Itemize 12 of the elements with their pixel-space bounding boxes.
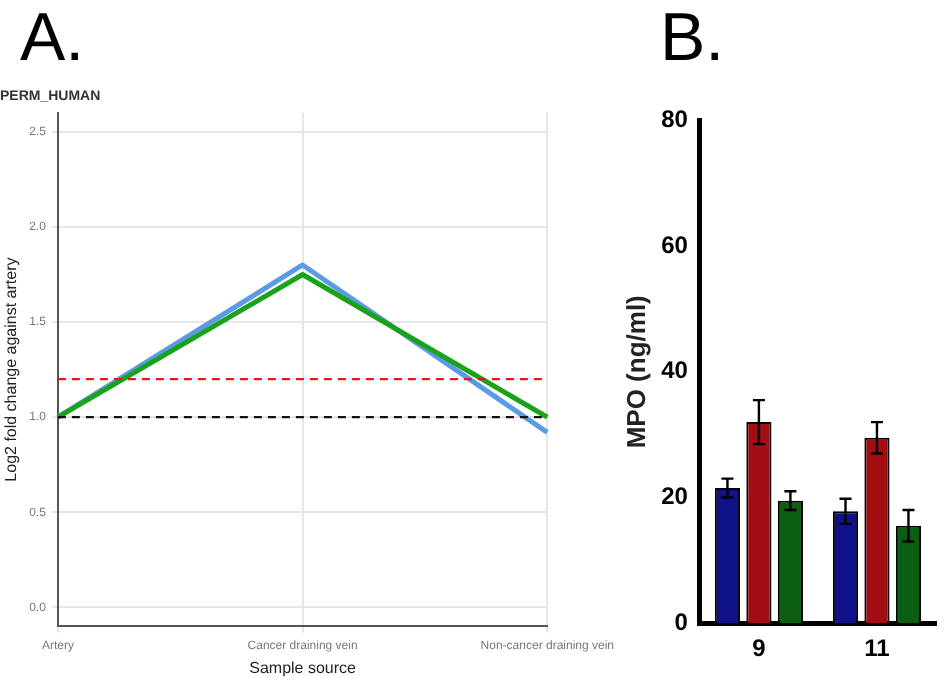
y-axis-title: Log2 fold change against artery: [2, 257, 21, 482]
y-tick-label: 0: [674, 607, 689, 636]
y-tick-label: 20: [661, 482, 689, 511]
y-tick-label: 60: [661, 230, 689, 259]
x-tick-label: 11: [864, 634, 891, 663]
x-tick-label: 9: [752, 634, 767, 663]
y-tick-label: 80: [661, 105, 689, 134]
text: A.: [20, 0, 85, 76]
y-tick-label: 40: [661, 356, 689, 385]
text: B.: [660, 0, 725, 76]
x-axis-title: Sample source: [249, 658, 358, 677]
y-axis-title: MPO (ng/ml): [620, 295, 651, 449]
